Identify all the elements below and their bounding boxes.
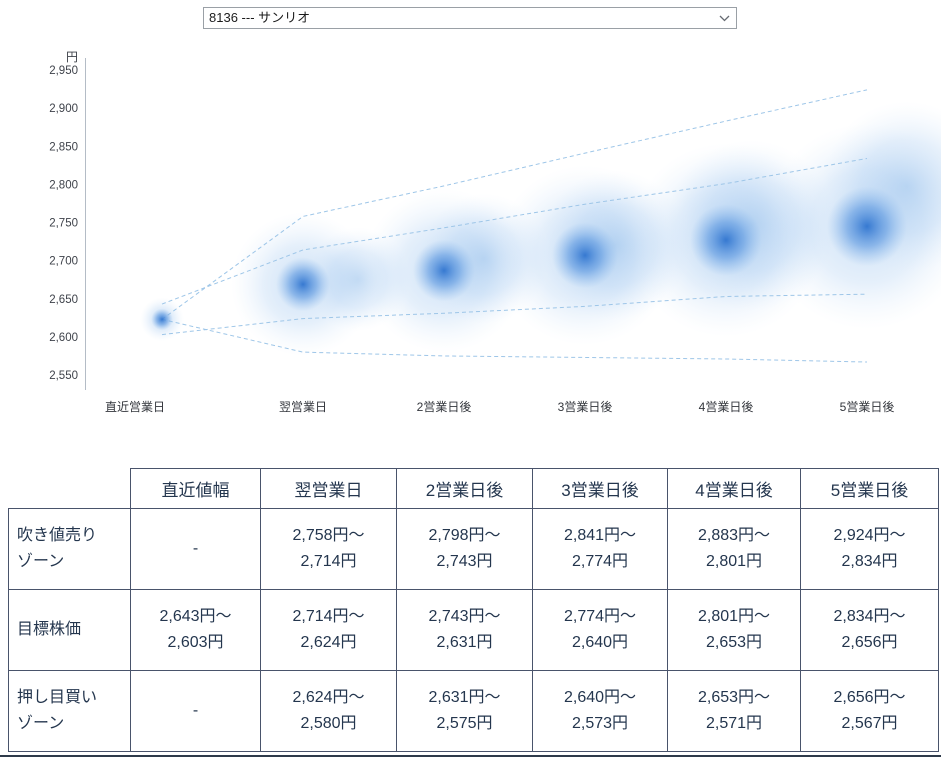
y-axis-unit-label: 円 bbox=[66, 50, 78, 64]
table-cell: 2,653円～ 2,571円 bbox=[667, 670, 801, 752]
table-header-cell: 4営業日後 bbox=[667, 468, 801, 509]
table-cell: 2,631円～ 2,575円 bbox=[396, 670, 533, 752]
table-header-cell: 翌営業日 bbox=[260, 468, 397, 509]
table-cell: 2,656円～ 2,567円 bbox=[800, 670, 939, 752]
table-header-cell: 5営業日後 bbox=[800, 468, 939, 509]
table-cell: 2,643円～ 2,603円 bbox=[130, 589, 261, 671]
table-cell: 2,714円～ 2,624円 bbox=[260, 589, 397, 671]
y-tick-label: 2,650 bbox=[49, 294, 78, 306]
forecast-bubble-halos bbox=[140, 101, 941, 357]
table-cell: 2,841円～ 2,774円 bbox=[532, 508, 668, 590]
table-header-cell: 2営業日後 bbox=[396, 468, 533, 509]
fan-lines bbox=[161, 89, 868, 363]
y-tick-label: 2,900 bbox=[49, 103, 78, 115]
y-tick-label: 2,600 bbox=[49, 332, 78, 344]
row-label: 吹き値売り ゾーン bbox=[8, 508, 131, 590]
x-axis-labels: 直近営業日 翌営業日 2営業日後 3営業日後 4営業日後 5営業日後 bbox=[105, 400, 894, 414]
row-label: 押し目買い ゾーン bbox=[8, 670, 131, 752]
table-cell: 2,801円～ 2,653円 bbox=[667, 589, 801, 671]
y-tick-label: 2,550 bbox=[49, 370, 78, 382]
table-header-row: 直近値幅 翌営業日 2営業日後 3営業日後 4営業日後 5営業日後 bbox=[9, 468, 939, 509]
x-tick-label: 5営業日後 bbox=[840, 400, 895, 414]
table-row: 押し目買い ゾーン -2,624円～ 2,580円 2,631円～ 2,575円 2,… bbox=[8, 670, 939, 752]
stock-selector-wrap: 8136 --- サンリオ bbox=[203, 7, 737, 29]
y-tick-label: 2,700 bbox=[49, 256, 78, 268]
forecast-table-wrap: 直近値幅 翌営業日 2営業日後 3営業日後 4営業日後 5営業日後 吹き値売り ゾーン -2… bbox=[8, 468, 939, 752]
table-cell: 2,924円～ 2,834円 bbox=[800, 508, 939, 590]
table-cell: 2,883円～ 2,801円 bbox=[667, 508, 801, 590]
forecast-chart: 円2,950 2,900 2,850 2,800 2,750 2,700 2,650 2,60… bbox=[49, 50, 941, 414]
table-row: 目標株価 2,643円～ 2,603円 2,714円～ 2,624円 2,743円～ … bbox=[8, 589, 939, 671]
y-tick-label: 2,850 bbox=[49, 141, 78, 153]
table-cell: 2,798円～ 2,743円 bbox=[396, 508, 533, 590]
table-cell: - bbox=[130, 670, 261, 752]
table-cell: 2,758円～ 2,714円 bbox=[260, 508, 397, 590]
bottom-divider bbox=[0, 755, 941, 757]
table-header-cell: 3営業日後 bbox=[532, 468, 668, 509]
y-tick-label: 2,750 bbox=[49, 218, 78, 230]
stock-select[interactable]: 8136 --- サンリオ bbox=[203, 7, 737, 29]
table-header-cell: 直近値幅 bbox=[130, 468, 261, 509]
table-cell: 2,640円～ 2,573円 bbox=[532, 670, 668, 752]
x-tick-label: 2営業日後 bbox=[417, 400, 472, 414]
y-tick-label: 2,950 bbox=[49, 65, 78, 77]
table-row: 吹き値売り ゾーン -2,758円～ 2,714円 2,798円～ 2,743円 2,… bbox=[8, 508, 939, 590]
table-cell: 2,743円～ 2,631円 bbox=[396, 589, 533, 671]
table-cell: 2,774円～ 2,640円 bbox=[532, 589, 668, 671]
y-tick-label: 2,800 bbox=[49, 179, 78, 191]
table-cell: - bbox=[130, 508, 261, 590]
forecast-table: 直近値幅 翌営業日 2営業日後 3営業日後 4営業日後 5営業日後 吹き値売り ゾーン -2… bbox=[8, 468, 939, 752]
table-corner-cell bbox=[9, 469, 131, 509]
y-axis: 円2,950 2,900 2,850 2,800 2,750 2,700 2,650 2,60… bbox=[49, 50, 86, 390]
table-cell: 2,834円～ 2,656円 bbox=[800, 589, 939, 671]
forecast-bubble-cores bbox=[151, 186, 907, 331]
x-tick-label: 直近営業日 bbox=[105, 400, 165, 414]
row-label: 目標株価 bbox=[8, 589, 131, 671]
x-tick-label: 4営業日後 bbox=[699, 400, 754, 414]
table-cell: 2,624円～ 2,580円 bbox=[260, 670, 397, 752]
x-tick-label: 翌営業日 bbox=[279, 400, 327, 414]
x-tick-label: 3営業日後 bbox=[558, 400, 613, 414]
